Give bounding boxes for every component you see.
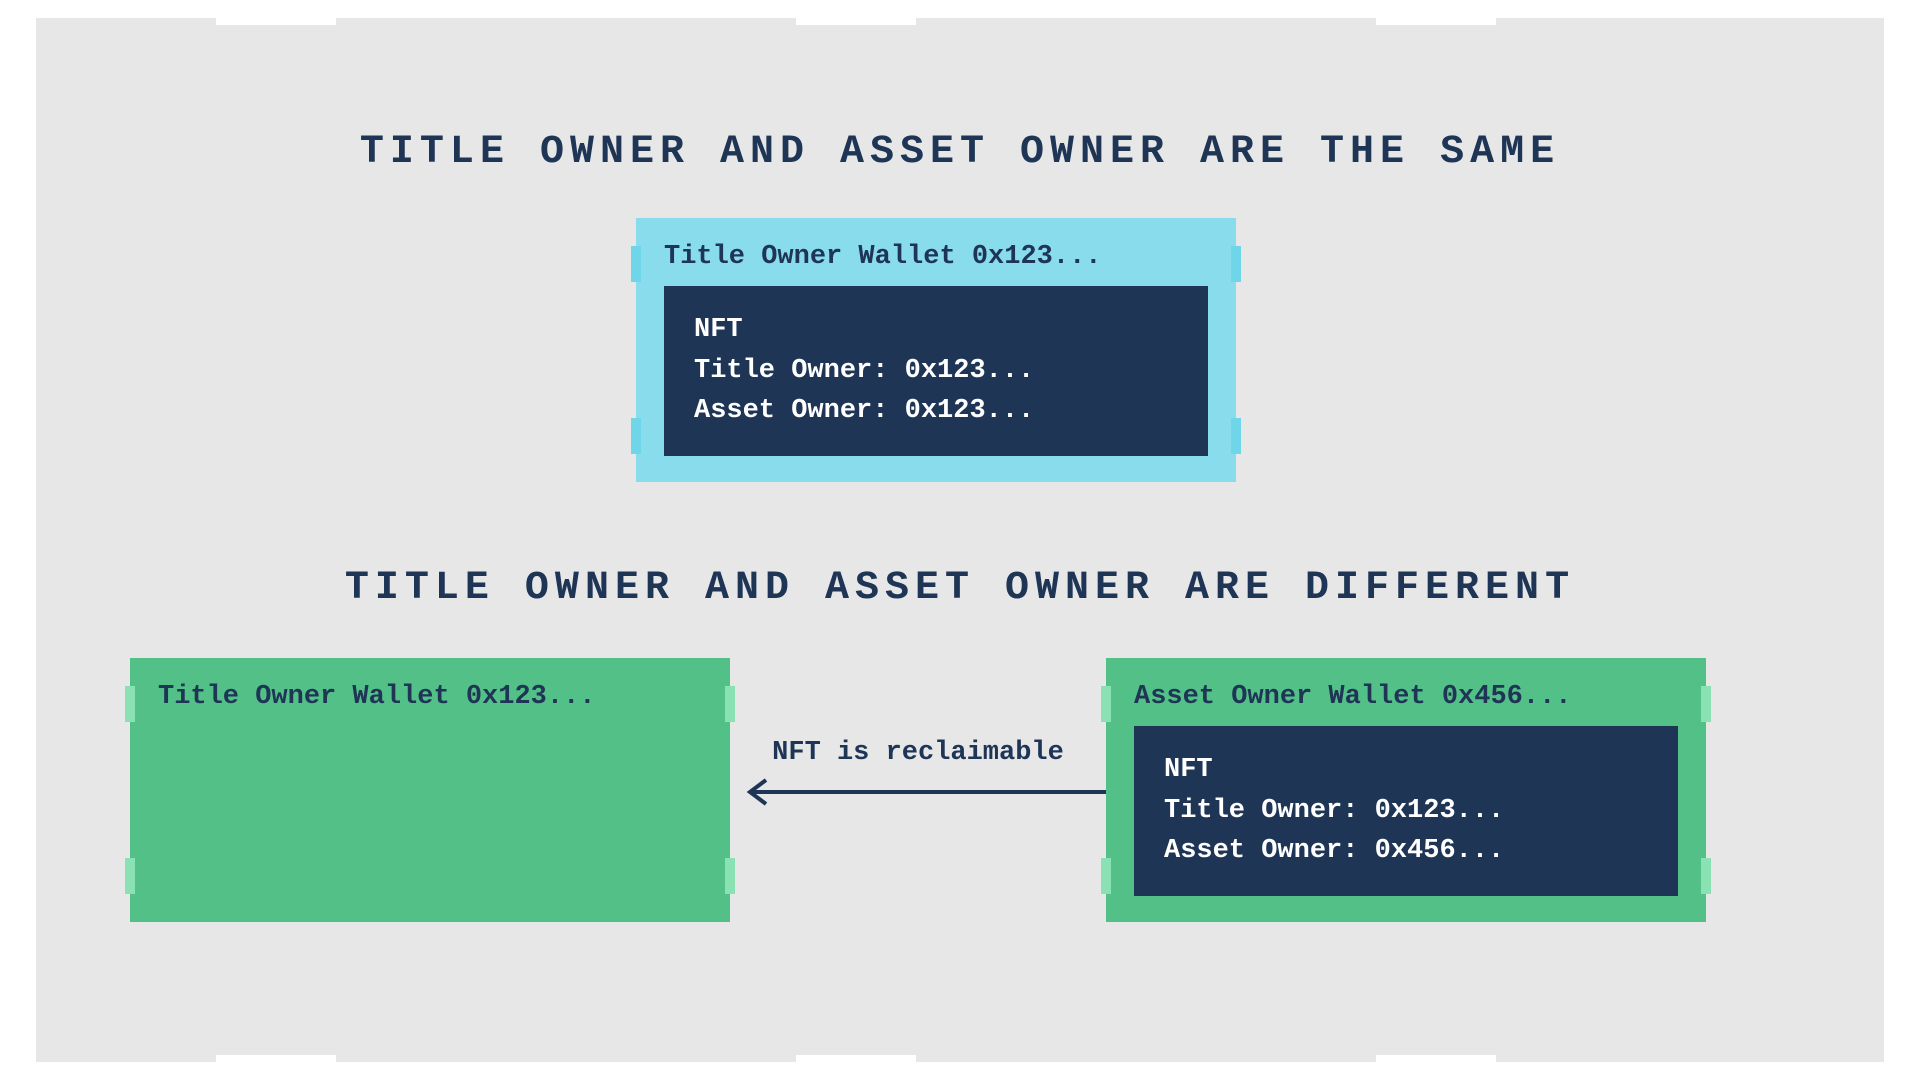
box-edge-mark — [1101, 858, 1111, 894]
frame-tick — [1376, 1055, 1496, 1069]
box-edge-mark — [725, 858, 735, 894]
nft-line: Title Owner: 0x123... — [1164, 791, 1648, 832]
nft-line: NFT — [1164, 750, 1648, 791]
wallet-label: Title Owner Wallet 0x123... — [158, 682, 702, 712]
nft-card: NFT Title Owner: 0x123... Asset Owner: 0… — [664, 286, 1208, 456]
box-edge-mark — [631, 418, 641, 454]
wallet-label: Asset Owner Wallet 0x456... — [1134, 682, 1678, 712]
frame-tick — [796, 11, 916, 25]
arrow-icon — [730, 778, 1106, 806]
section1-title: TITLE OWNER AND ASSET OWNER ARE THE SAME — [36, 130, 1884, 175]
box-edge-mark — [1231, 418, 1241, 454]
frame-tick — [1376, 11, 1496, 25]
asset-owner-wallet-diff: Asset Owner Wallet 0x456... NFT Title Ow… — [1106, 658, 1706, 922]
box-edge-mark — [1701, 686, 1711, 722]
nft-line: Title Owner: 0x123... — [694, 351, 1178, 392]
box-edge-mark — [125, 858, 135, 894]
frame-tick — [216, 11, 336, 25]
nft-line: Asset Owner: 0x123... — [694, 391, 1178, 432]
frame-tick — [216, 1055, 336, 1069]
wallet-label: Title Owner Wallet 0x123... — [664, 242, 1208, 272]
nft-card: NFT Title Owner: 0x123... Asset Owner: 0… — [1134, 726, 1678, 896]
box-edge-mark — [725, 686, 735, 722]
arrow-label: NFT is reclaimable — [772, 738, 1064, 768]
box-edge-mark — [631, 246, 641, 282]
diagram-canvas: TITLE OWNER AND ASSET OWNER ARE THE SAME… — [36, 18, 1884, 1062]
box-edge-mark — [1101, 686, 1111, 722]
title-owner-wallet-diff: Title Owner Wallet 0x123... — [130, 658, 730, 922]
title-owner-wallet-same: Title Owner Wallet 0x123... NFT Title Ow… — [636, 218, 1236, 482]
nft-line: Asset Owner: 0x456... — [1164, 831, 1648, 872]
box-edge-mark — [1231, 246, 1241, 282]
reclaim-arrow: NFT is reclaimable — [730, 738, 1106, 806]
box-edge-mark — [1701, 858, 1711, 894]
nft-line: NFT — [694, 310, 1178, 351]
frame-tick — [796, 1055, 916, 1069]
box-edge-mark — [125, 686, 135, 722]
section2-title: TITLE OWNER AND ASSET OWNER ARE DIFFEREN… — [36, 566, 1884, 611]
